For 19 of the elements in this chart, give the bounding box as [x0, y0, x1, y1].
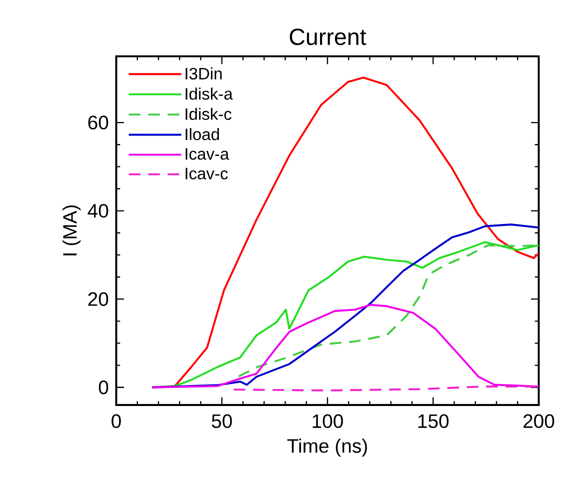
x-tick-label: 100	[312, 414, 343, 428]
legend-label: Idisk-c	[186, 108, 232, 120]
legend-label: Iload	[186, 128, 219, 140]
y-tick-label: 20	[88, 292, 108, 306]
legend-label: Icav-c	[186, 168, 228, 180]
y-tick-label: 40	[88, 204, 108, 218]
x-axis-title: Time (ns)	[287, 438, 367, 457]
line-series	[151, 304, 539, 389]
y-tick-label: 0	[98, 380, 108, 394]
chart-title: Current	[290, 28, 366, 46]
x-tick-label: 150	[418, 414, 449, 428]
legend-label: Icav-a	[186, 148, 230, 160]
legend-label: Idisk-a	[186, 88, 233, 100]
x-tick-label: 0	[112, 414, 121, 428]
x-tick-label: 50	[212, 414, 232, 428]
x-tick-label: 200	[524, 414, 554, 428]
legend-label: I3Din	[186, 68, 222, 80]
y-axis-title: I (MA)	[62, 206, 81, 256]
y-tick-label: 60	[88, 116, 108, 130]
